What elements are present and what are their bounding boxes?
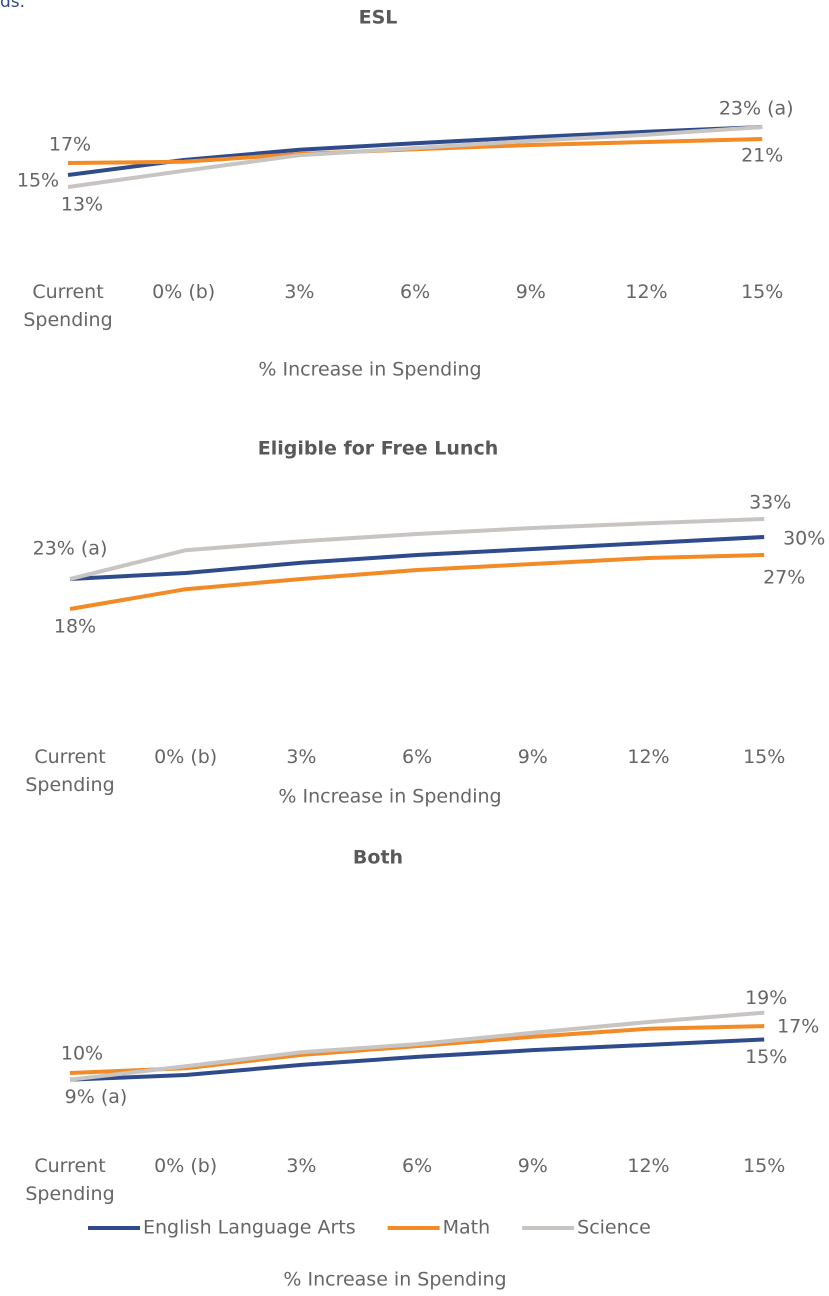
chart-title: Both: [353, 847, 403, 869]
data-label: 19%: [745, 987, 787, 1009]
chart-title: ESL: [359, 7, 398, 29]
x-axis-title: % Increase in Spending: [283, 1269, 506, 1291]
data-label: 18%: [54, 616, 96, 638]
legend-label: English Language Arts: [143, 1217, 356, 1239]
x-tick-label: 12%: [627, 1155, 670, 1177]
line: [67, 125, 763, 189]
data-label: 15%: [745, 1046, 787, 1068]
line: [69, 517, 765, 581]
x-tick-label: 15%: [743, 1155, 786, 1177]
x-tick-label: Current Spending: [25, 746, 115, 796]
data-label: 21%: [741, 145, 783, 167]
data-label: 17%: [777, 1016, 819, 1038]
data-label: 9% (a): [65, 1086, 128, 1108]
legend-label: Math: [443, 1217, 491, 1239]
x-tick-label: Current Spending: [23, 281, 113, 331]
x-tick-label: 6%: [400, 281, 431, 303]
x-tick-label: 3%: [286, 1155, 317, 1177]
data-label: 30%: [783, 528, 825, 550]
fragment: ds.: [0, 0, 25, 12]
line: [69, 1010, 765, 1082]
x-axis-title: % Increase in Spending: [258, 359, 481, 381]
x-tick-label: 6%: [402, 746, 433, 768]
x-tick-label: 6%: [402, 1155, 433, 1177]
x-tick-label: 12%: [627, 746, 670, 768]
data-label: 23% (a): [719, 98, 794, 120]
x-tick-label: 9%: [517, 1155, 548, 1177]
line: [69, 553, 765, 611]
x-tick-label: 9%: [515, 281, 546, 303]
line: [69, 535, 765, 581]
line: [69, 1037, 765, 1082]
x-tick-label: Current Spending: [25, 1155, 115, 1205]
legend-label: Science: [577, 1217, 651, 1239]
x-tick-label: 0% (b): [152, 281, 216, 303]
data-label: 10%: [61, 1042, 103, 1064]
data-label: 33%: [749, 492, 791, 514]
x-tick-label: 15%: [743, 746, 786, 768]
x-tick-label: 0% (b): [154, 746, 218, 768]
data-label: 23% (a): [33, 538, 108, 560]
data-label: 17%: [49, 134, 91, 156]
data-label: 15%: [17, 170, 59, 192]
chart-title: Eligible for Free Lunch: [258, 438, 499, 460]
x-tick-label: 15%: [741, 281, 784, 303]
data-label: 13%: [61, 194, 103, 216]
x-tick-label: 3%: [284, 281, 315, 303]
data-label: 27%: [763, 567, 805, 589]
x-axis-title: % Increase in Spending: [278, 786, 501, 808]
x-tick-label: 0% (b): [154, 1155, 218, 1177]
x-tick-label: 12%: [625, 281, 668, 303]
x-tick-label: 9%: [517, 746, 548, 768]
x-tick-label: 3%: [286, 746, 317, 768]
